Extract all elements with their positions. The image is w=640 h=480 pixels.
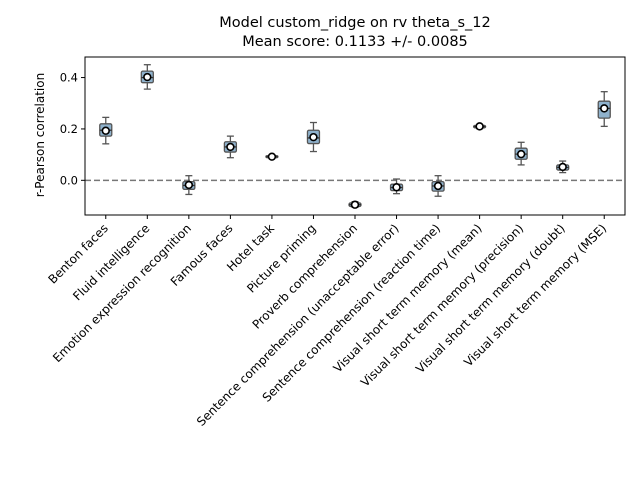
mean-marker [350,200,360,209]
x-tick-label: Visual short term memory (mean) [331,221,485,375]
mean-marker [600,104,609,113]
mean-marker [267,152,277,161]
mean-marker [309,132,318,142]
mean-marker [392,183,401,192]
mean-marker [516,149,526,159]
axes-frame [84,56,626,216]
mean-marker [433,181,443,191]
y-tick-label: 0.4 [60,71,78,85]
mean-marker [558,162,567,172]
mean-marker [475,122,484,131]
x-tick-label: Visual short term memory (doubt) [413,221,568,376]
chart-title-line1: Model custom_ridge on rv theta_s_12 [219,15,490,31]
mean-marker [101,126,110,135]
y-tick-label: 0.2 [60,122,78,136]
y-axis-label: r-Pearson correlation [33,73,47,197]
mean-marker [226,142,235,152]
mean-marker [184,180,194,190]
y-tick-label: 0.0 [60,173,78,187]
chart-title-line2: Mean score: 0.1133 +/- 0.0085 [242,34,468,50]
x-tick-label: Fluid intelligence [70,221,152,303]
mean-marker [143,72,152,82]
